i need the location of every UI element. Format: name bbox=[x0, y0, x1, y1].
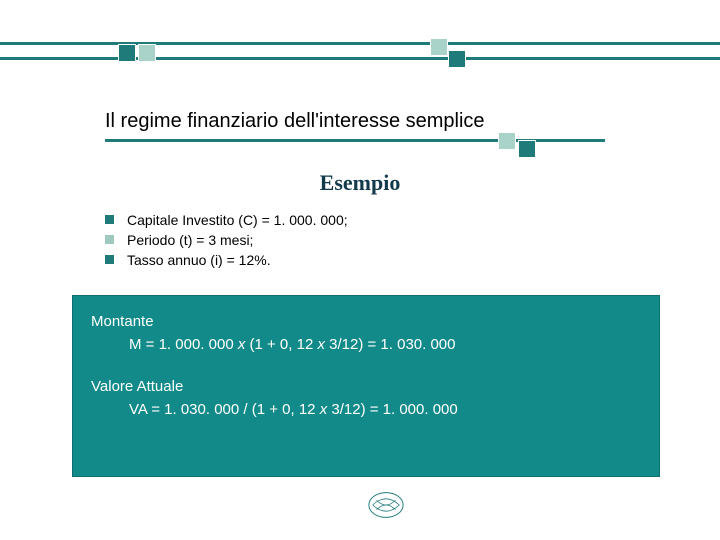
valore-block: Valore Attuale VA = 1. 030. 000 / (1 + 0… bbox=[91, 375, 641, 422]
footer-logo-icon bbox=[367, 490, 405, 520]
decor-square bbox=[498, 132, 516, 150]
decor-line-1 bbox=[0, 42, 720, 45]
decor-square bbox=[518, 140, 536, 158]
decor-square bbox=[118, 44, 136, 62]
montante-label: Montante bbox=[91, 310, 641, 333]
valore-formula: VA = 1. 030. 000 / (1 + 0, 12 x 3/12) = … bbox=[91, 398, 641, 421]
slide: Il regime finanziario dell'interesse sem… bbox=[0, 0, 720, 540]
slide-title: Il regime finanziario dell'interesse sem… bbox=[105, 110, 485, 133]
montante-block: Montante M = 1. 000. 000 x (1 + 0, 12 x … bbox=[91, 310, 641, 357]
decor-square bbox=[138, 44, 156, 62]
bullet-list: Capitale Investito (C) = 1. 000. 000; Pe… bbox=[105, 210, 348, 270]
decor-square bbox=[430, 38, 448, 56]
formula-panel: Montante M = 1. 000. 000 x (1 + 0, 12 x … bbox=[72, 295, 660, 477]
list-item: Periodo (t) = 3 mesi; bbox=[105, 230, 348, 250]
slide-subtitle: Esempio bbox=[0, 170, 720, 196]
decor-square bbox=[448, 50, 466, 68]
valore-label: Valore Attuale bbox=[91, 375, 641, 398]
list-item: Tasso annuo (i) = 12%. bbox=[105, 250, 348, 270]
decor-line-2 bbox=[0, 57, 720, 60]
montante-formula: M = 1. 000. 000 x (1 + 0, 12 x 3/12) = 1… bbox=[91, 333, 641, 356]
list-item: Capitale Investito (C) = 1. 000. 000; bbox=[105, 210, 348, 230]
